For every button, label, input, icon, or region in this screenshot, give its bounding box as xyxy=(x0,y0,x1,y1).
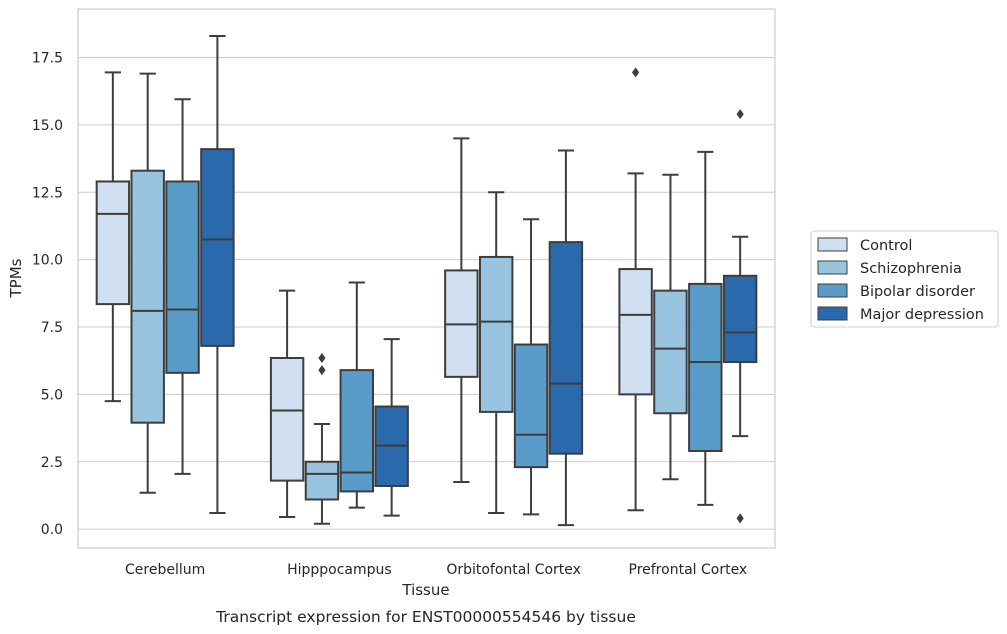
outlier-point xyxy=(318,353,326,364)
y-tick-label: 2.5 xyxy=(41,455,63,471)
legend: Control Schizophrenia Bipolar disorder Majo… xyxy=(810,230,999,328)
box-bipolar-disorder xyxy=(339,281,375,509)
legend-swatch xyxy=(817,306,848,321)
chart-caption: Transcript expression for ENST0000055454… xyxy=(215,608,636,626)
legend-label: Schizophrenia xyxy=(860,261,962,277)
box-control xyxy=(618,67,653,512)
y-tick-label: 15.0 xyxy=(32,118,63,134)
plot-frame xyxy=(77,8,776,549)
y-tick-label: 5.0 xyxy=(41,387,63,403)
box-control xyxy=(95,71,131,403)
box-major-depression xyxy=(548,149,584,527)
box-schizophrenia xyxy=(304,353,340,525)
y-tick-label: 7.5 xyxy=(41,320,63,336)
legend-label: Control xyxy=(860,238,912,254)
box-control xyxy=(269,289,305,519)
iqr-box xyxy=(95,180,131,306)
iqr-box xyxy=(130,169,165,424)
box-major-depression xyxy=(200,34,235,514)
iqr-box xyxy=(304,460,340,501)
box-major-depression xyxy=(374,338,409,517)
box-bipolar-disorder xyxy=(165,98,200,475)
legend-swatch xyxy=(817,283,848,298)
iqr-box xyxy=(478,255,514,413)
x-tick-label: Hipppocampus xyxy=(287,562,392,578)
box-schizophrenia xyxy=(478,191,514,514)
outlier-point xyxy=(632,67,640,78)
legend-frame xyxy=(810,230,999,328)
box-schizophrenia xyxy=(130,72,165,494)
iqr-box xyxy=(688,282,723,452)
iqr-box xyxy=(548,241,584,455)
box-series-group xyxy=(95,34,758,527)
x-tick-label: Orbitofontal Cortex xyxy=(446,562,581,578)
box-control xyxy=(444,137,479,483)
legend-label: Major depression xyxy=(860,307,984,323)
box-bipolar-disorder xyxy=(688,150,723,506)
x-tick-labels: Cerebellum Hipppocampus Orbitofontal Corte… xyxy=(125,562,747,578)
iqr-box xyxy=(269,357,305,482)
outlier-point xyxy=(318,365,326,376)
box-major-depression xyxy=(722,109,758,524)
y-tick-labels: 0.0 2.5 5.0 7.5 10.0 12.5 15.0 17.5 xyxy=(32,51,63,539)
x-tick-label: Cerebellum xyxy=(125,562,205,578)
iqr-box xyxy=(513,343,549,469)
outlier-point xyxy=(736,513,744,524)
box-schizophrenia xyxy=(653,173,688,481)
iqr-box xyxy=(165,180,200,374)
outlier-point xyxy=(736,109,744,120)
iqr-box xyxy=(200,148,235,347)
y-tick-label: 12.5 xyxy=(32,185,63,201)
y-tick-label: 17.5 xyxy=(32,51,63,67)
iqr-box xyxy=(339,369,375,493)
box-bipolar-disorder xyxy=(513,218,549,516)
y-tick-label: 0.0 xyxy=(41,522,63,538)
y-axis-label: TPMs xyxy=(7,258,25,298)
x-tick-label: Prefrontal Cortex xyxy=(629,562,748,578)
x-axis-label: Tissue xyxy=(401,581,449,599)
legend-label: Bipolar disorder xyxy=(860,284,975,300)
legend-swatch xyxy=(817,237,848,252)
y-tick-label: 10.0 xyxy=(32,253,63,269)
iqr-box xyxy=(722,274,758,364)
iqr-box xyxy=(653,289,688,415)
iqr-box xyxy=(618,268,653,396)
legend-swatch xyxy=(817,260,848,275)
